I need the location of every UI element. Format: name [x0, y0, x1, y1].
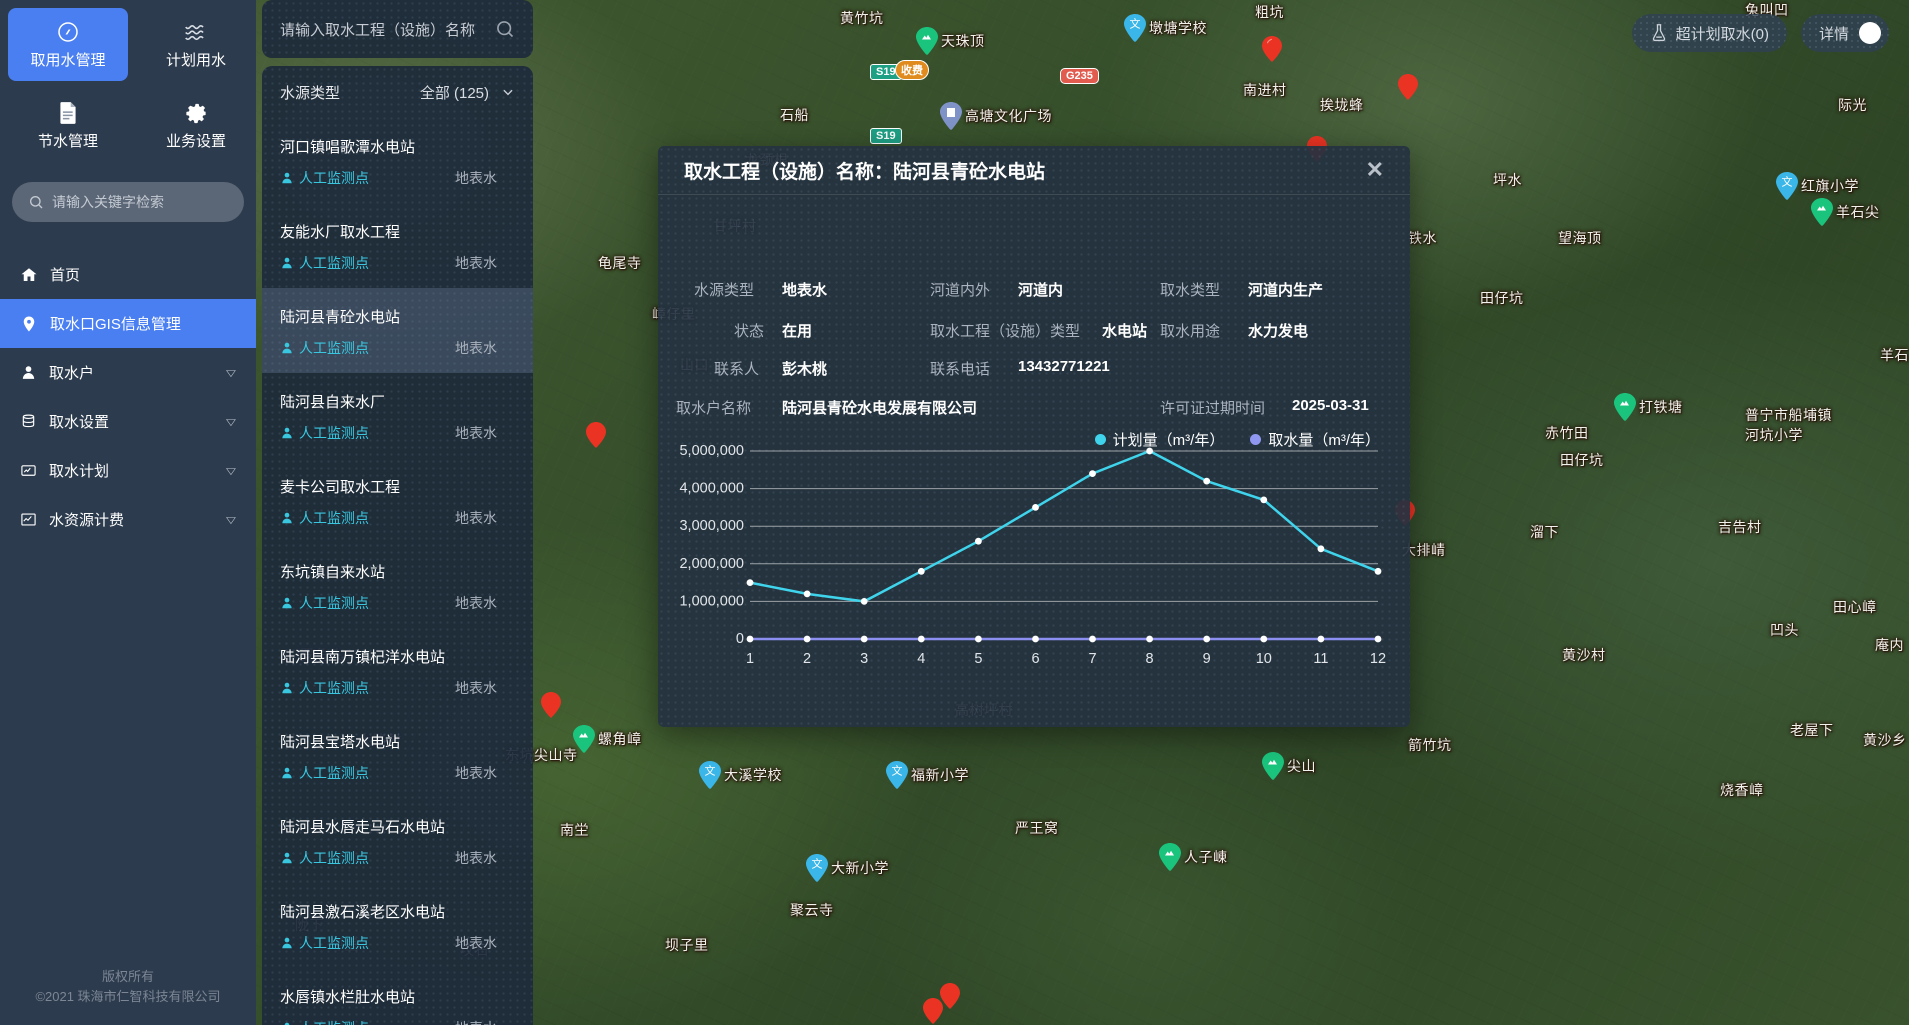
svg-text:7: 7: [1088, 651, 1096, 667]
svg-text:3,000,000: 3,000,000: [679, 518, 744, 534]
svg-text:文: 文: [705, 764, 716, 778]
svg-text:文: 文: [1782, 175, 1793, 189]
svg-text:文: 文: [1130, 17, 1141, 31]
svg-text:5: 5: [974, 651, 982, 667]
svg-text:文: 文: [812, 857, 823, 871]
svg-text:2,000,000: 2,000,000: [679, 556, 744, 572]
svg-text:9: 9: [1203, 651, 1211, 667]
svg-text:8: 8: [1146, 651, 1154, 667]
svg-text:12: 12: [1370, 651, 1386, 667]
svg-text:6: 6: [1031, 651, 1039, 667]
svg-text:文: 文: [892, 764, 903, 778]
svg-text:4: 4: [917, 651, 925, 667]
svg-text:3: 3: [860, 651, 868, 667]
svg-text:0: 0: [736, 631, 744, 647]
svg-text:10: 10: [1256, 651, 1272, 667]
svg-text:1,000,000: 1,000,000: [679, 593, 744, 609]
svg-text:11: 11: [1313, 651, 1328, 667]
svg-text:2: 2: [803, 651, 811, 667]
svg-text:5,000,000: 5,000,000: [679, 443, 744, 459]
svg-text:1: 1: [746, 651, 754, 667]
svg-text:4,000,000: 4,000,000: [679, 481, 744, 497]
